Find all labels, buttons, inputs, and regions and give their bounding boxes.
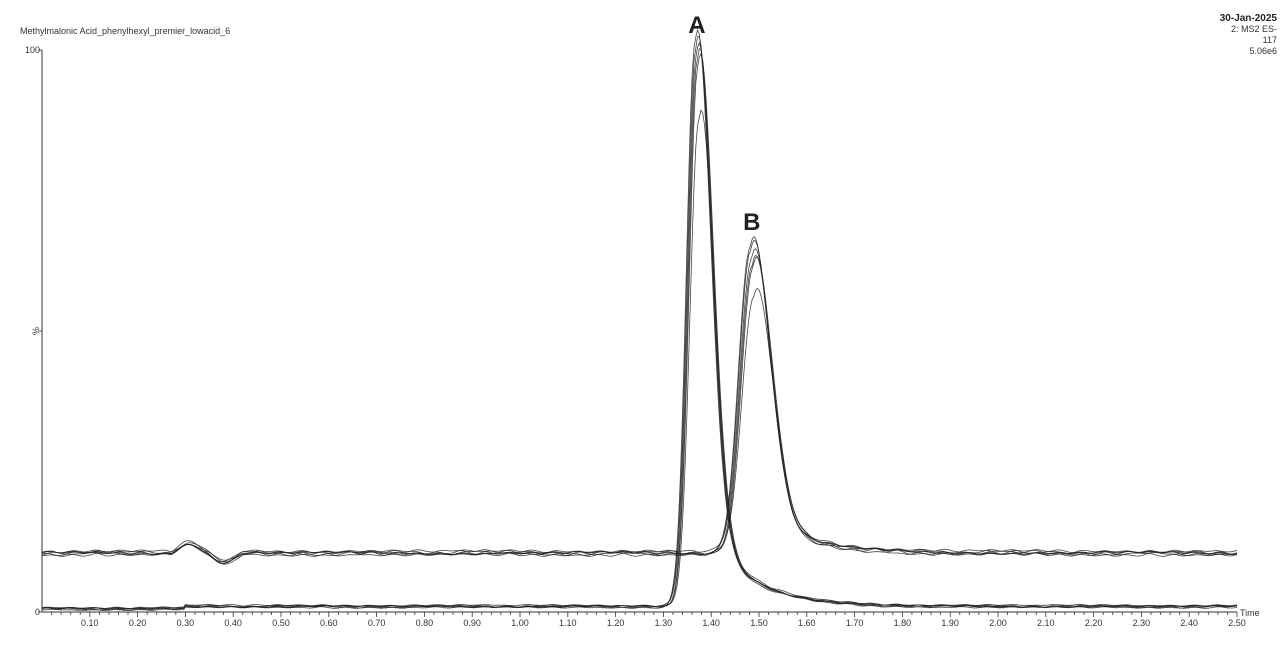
trace-a-4 xyxy=(41,48,1238,611)
trace-b-1 xyxy=(42,236,1238,565)
x-tick-label: 1.00 xyxy=(511,618,529,628)
x-tick-label: 0.40 xyxy=(224,618,242,628)
x-tick-label: 0.50 xyxy=(272,618,290,628)
mass-label: 117 xyxy=(1262,35,1277,45)
trace-a-1 xyxy=(41,28,1238,611)
header-meta: 30-Jan-2025 2: MS2 ES- 117 5.06e6 xyxy=(1220,13,1277,57)
chart-title: Methylmalonic Acid_phenylhexyl_premier_l… xyxy=(20,26,231,36)
trace-a-5 xyxy=(41,52,1238,611)
x-tick-label: 2.20 xyxy=(1085,618,1103,628)
traces xyxy=(41,28,1238,611)
x-tick-label: 1.50 xyxy=(750,618,768,628)
x-tick-label: 0.80 xyxy=(416,618,434,628)
x-tick-label: 2.40 xyxy=(1180,618,1198,628)
x-tick-label: 1.90 xyxy=(941,618,959,628)
x-tick-label: 1.30 xyxy=(655,618,673,628)
acquisition-date: 30-Jan-2025 xyxy=(1219,13,1277,24)
x-tick-label: 2.30 xyxy=(1133,618,1151,628)
trace-b-2 xyxy=(41,239,1238,561)
trace-a-6 xyxy=(41,109,1238,611)
y-tick-label: 0 xyxy=(35,607,40,617)
x-tick-label: 0.60 xyxy=(320,618,338,628)
y-tick-label: 100 xyxy=(25,45,40,55)
trace-b-3 xyxy=(41,248,1238,564)
trace-b-6 xyxy=(41,287,1238,563)
trace-a-2 xyxy=(41,35,1238,611)
x-tick-label: 0.10 xyxy=(81,618,99,628)
trace-b-5 xyxy=(41,256,1238,562)
x-tick-label: 2.00 xyxy=(989,618,1007,628)
annotations: AB xyxy=(688,12,760,236)
x-tick-label: 0.20 xyxy=(129,618,147,628)
peak-label-a: A xyxy=(688,12,705,39)
x-tick-label: 2.10 xyxy=(1037,618,1055,628)
x-tick-label: 1.10 xyxy=(559,618,577,628)
x-tick-label: 0.30 xyxy=(177,618,195,628)
trace-a-3 xyxy=(41,41,1238,611)
x-tick-label: 0.70 xyxy=(368,618,386,628)
x-axis-label: Time xyxy=(1240,608,1260,618)
x-tick-label: 0.90 xyxy=(463,618,481,628)
y-tick-label: % xyxy=(31,327,41,335)
x-tick-label: 1.40 xyxy=(702,618,720,628)
channel-label: 2: MS2 ES- xyxy=(1230,24,1277,34)
peak-label-b: B xyxy=(743,209,760,236)
x-tick-label: 1.20 xyxy=(607,618,625,628)
x-tick-label: 1.80 xyxy=(894,618,912,628)
trace-b-4 xyxy=(41,254,1238,565)
intensity-label: 5.06e6 xyxy=(1249,46,1277,56)
x-tick-label: 1.70 xyxy=(846,618,864,628)
x-tick-label: 2.50 xyxy=(1228,618,1246,628)
x-tick-label: 1.60 xyxy=(798,618,816,628)
ticks: 0.10 0.20 0.30 0.40 0.50 0.60 0.70 0.80 0.90 1.00… xyxy=(25,45,1260,628)
axes xyxy=(41,50,1237,613)
